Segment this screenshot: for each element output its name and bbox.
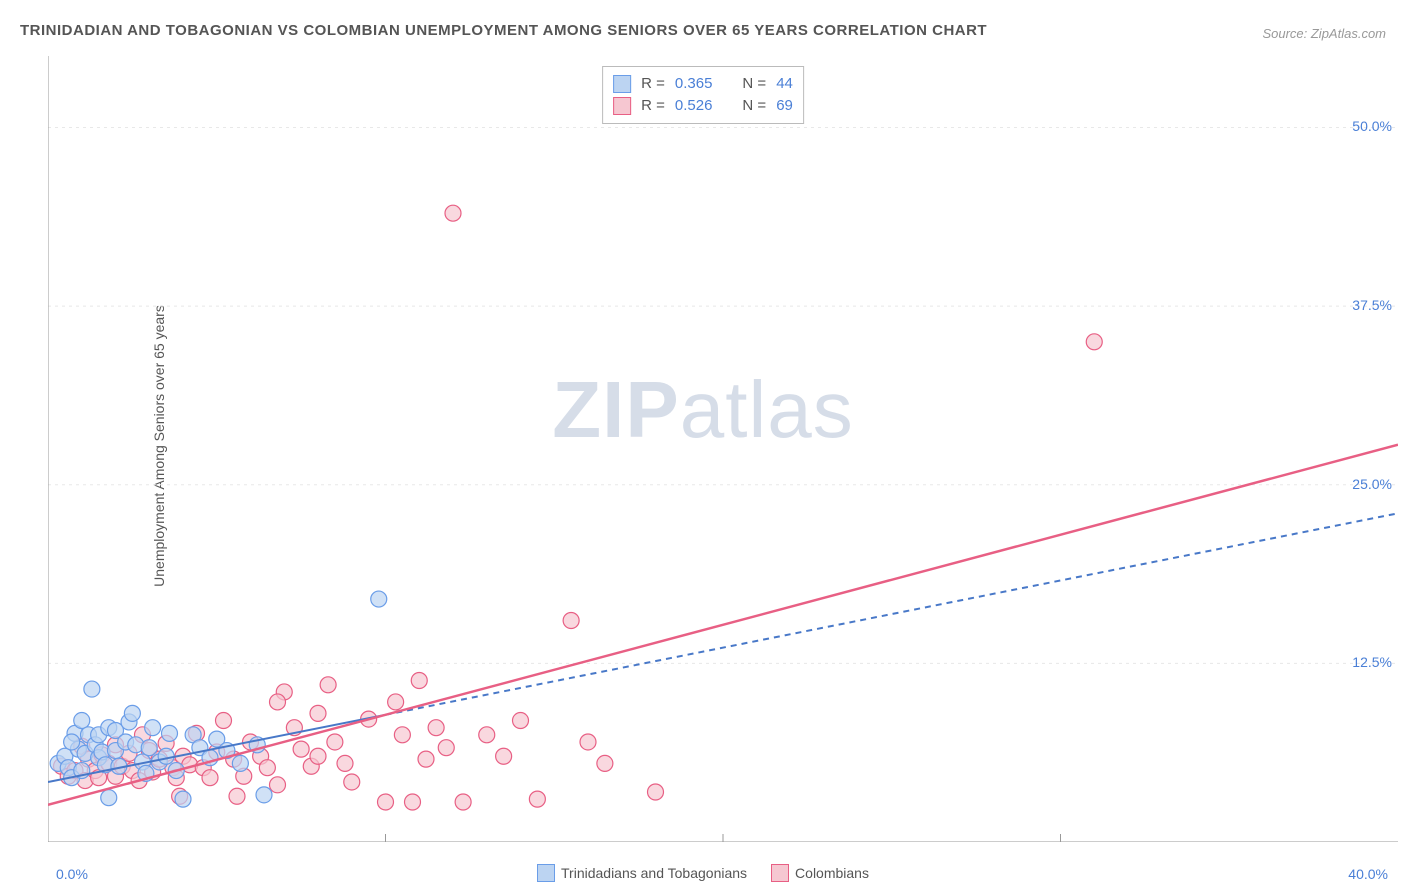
y-axis-tick: 37.5% [1352,297,1392,313]
chart-title: TRINIDADIAN AND TOBAGONIAN VS COLOMBIAN … [20,22,987,39]
legend-swatch-pink [613,97,631,115]
plot-area [48,56,1398,842]
y-axis-tick: 12.5% [1352,654,1392,670]
correlation-stats-box: R = 0.365 N = 44 R = 0.526 N = 69 [602,66,804,124]
legend-label: Colombians [795,865,869,881]
r-value: 0.526 [675,95,713,117]
r-label: R = [641,95,665,117]
n-value: 44 [776,73,793,95]
n-label: N = [742,73,766,95]
legend-swatch-icon [771,864,789,882]
legend-swatch-icon [537,864,555,882]
legend-swatch-blue [613,75,631,93]
y-axis-tick: 25.0% [1352,476,1392,492]
r-value: 0.365 [675,73,713,95]
y-axis-tick: 50.0% [1352,118,1392,134]
stats-row-blue: R = 0.365 N = 44 [613,73,793,95]
legend-label: Trinidadians and Tobagonians [561,865,747,881]
n-label: N = [742,95,766,117]
n-value: 69 [776,95,793,117]
stats-row-pink: R = 0.526 N = 69 [613,95,793,117]
series-legend: Trinidadians and Tobagonians Colombians [0,864,1406,882]
scatter-chart [48,56,1398,842]
legend-item-pink: Colombians [771,864,869,882]
legend-item-blue: Trinidadians and Tobagonians [537,864,747,882]
r-label: R = [641,73,665,95]
source-label: Source: ZipAtlas.com [1262,26,1386,41]
